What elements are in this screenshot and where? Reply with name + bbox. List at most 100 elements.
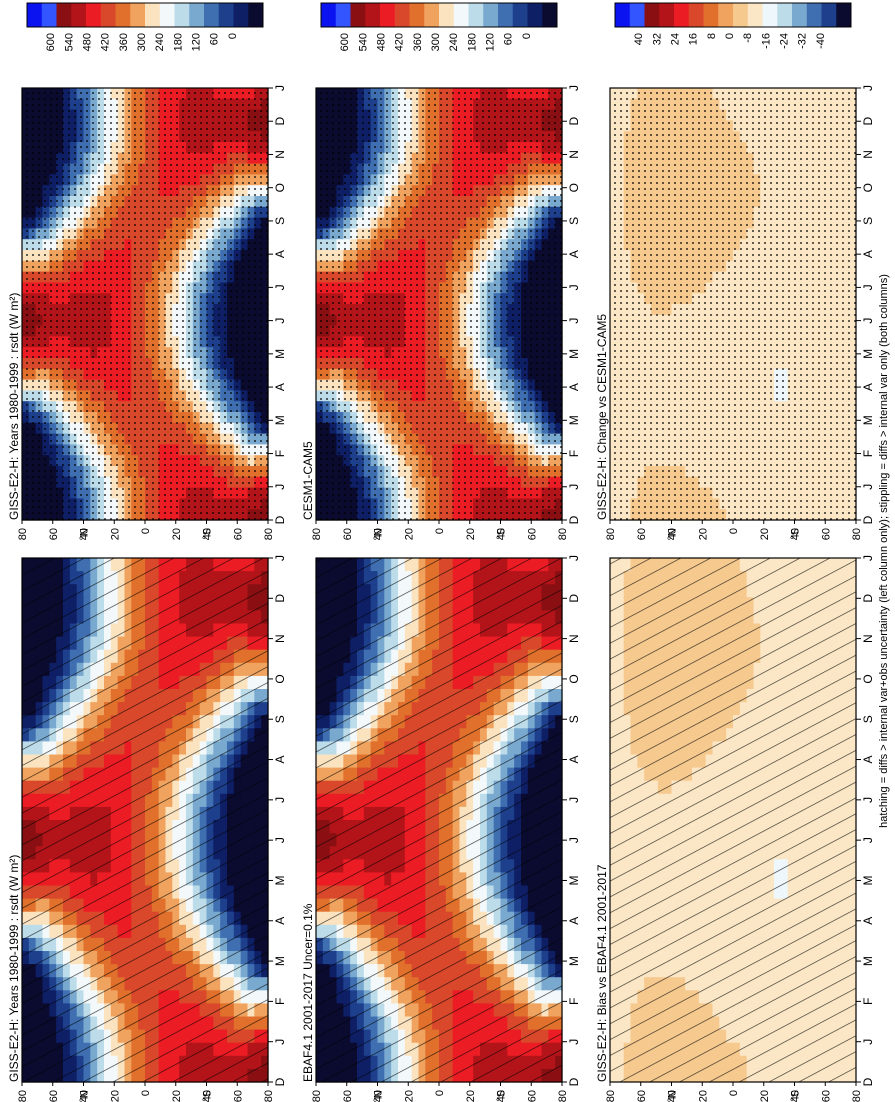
north-label: °N (373, 1090, 385, 1102)
x-tick-label: M (273, 875, 287, 885)
y-tick-label: 0 (140, 528, 152, 534)
colorbar-swatch (233, 3, 249, 27)
y-tick-label: 0 (434, 1090, 446, 1096)
x-tick-label: M (273, 956, 287, 966)
panel-title: EBAF4.1 2001-2017 Uncer=0.1% (301, 903, 315, 1082)
x-tick-label: S (273, 217, 287, 225)
colorbar-tick-label: 120 (190, 33, 202, 51)
y-tick-label: 80 (311, 1090, 323, 1102)
y-tick-label: 60 (48, 528, 60, 540)
colorbar-swatch (71, 3, 87, 27)
overlay-hatching (316, 558, 562, 1082)
x-tick-label: O (567, 674, 581, 683)
x-tick-label: J (567, 1039, 581, 1045)
x-tick-label: N (273, 150, 287, 159)
colorbar-tick-label: 420 (100, 33, 112, 51)
x-tick-label: A (567, 917, 581, 925)
x-tick-label: D (273, 594, 287, 603)
colorbar-swatch (41, 3, 57, 27)
colorbar-swatch (174, 3, 190, 27)
colorbar-swatch (218, 3, 234, 27)
x-tick-label: F (273, 450, 287, 457)
x-tick-label: A (273, 383, 287, 391)
x-tick-label: D (273, 117, 287, 126)
y-tick-label: 40 (373, 1090, 385, 1102)
colorbar-tick-label: 0 (227, 33, 239, 39)
x-tick-label: J (273, 837, 287, 843)
y-tick-label: 0 (140, 1090, 152, 1096)
y-tick-label: 80 (17, 1090, 29, 1102)
colorbar-swatch (189, 3, 205, 27)
x-tick-label: J (273, 1039, 287, 1045)
x-tick-label: M (273, 415, 287, 425)
x-tick-label: J (273, 797, 287, 803)
y-tick-label: 40 (496, 1090, 508, 1102)
colorbar-tick-label: 360 (118, 33, 130, 51)
colorbar-swatch (100, 3, 116, 27)
north-label: °N (79, 528, 91, 540)
x-tick-label: J (567, 797, 581, 803)
colorbar-tick-label: 60 (209, 33, 221, 45)
x-tick-label: F (273, 998, 287, 1005)
panel-1: D J F M A M J J A S O N D J 80 60 40 20 0 20 40 60 80 °N °S GISS-… (7, 469, 287, 1102)
y-tick-label: 20 (109, 1090, 121, 1102)
x-tick-label: O (273, 674, 287, 683)
x-tick-label: S (273, 715, 287, 723)
x-tick-label: J (273, 318, 287, 324)
colorbar-tick-label: 540 (63, 33, 75, 51)
x-tick-label: D (273, 1077, 287, 1086)
colorbar-tick-label: 240 (154, 33, 166, 51)
colorbar-tick-label: 480 (82, 33, 94, 51)
y-tick-label: 80 (263, 528, 275, 540)
colorbar-tick-label: 600 (45, 33, 57, 51)
y-tick-label: 40 (202, 1090, 214, 1102)
y-tick-label: 40 (202, 528, 214, 540)
y-tick-label: 40 (79, 528, 91, 540)
y-tick-label: 60 (48, 1090, 60, 1102)
colorbar-swatch (56, 3, 72, 27)
panel-title: GISS-E2-H: Years 1980-1999 : rsdt (W m²) (7, 855, 21, 1082)
colorbar-frame (26, 2, 264, 28)
y-tick-label: 80 (17, 528, 29, 540)
y-tick-label: 20 (465, 1090, 477, 1102)
overlay-stippling (22, 88, 268, 520)
x-tick-label: J (273, 484, 287, 490)
x-tick-label: N (273, 634, 287, 643)
colorbar-swatch (130, 3, 146, 27)
x-tick-label: A (273, 917, 287, 925)
colorbar-swatch (27, 3, 43, 27)
y-tick-label: 20 (403, 1090, 415, 1102)
x-tick-label: D (567, 594, 581, 603)
x-tick-label: J (273, 555, 287, 561)
x-tick-label: O (273, 183, 287, 192)
y-tick-label: 60 (232, 528, 244, 540)
x-tick-label: M (273, 349, 287, 359)
colorbar-swatch (248, 3, 264, 27)
colorbar-swatch (204, 3, 220, 27)
y-tick-label: 40 (79, 1090, 91, 1102)
x-tick-label: J (567, 837, 581, 843)
x-tick-label: J (273, 284, 287, 290)
overlay-hatching (22, 558, 268, 1082)
colorbar-swatch (145, 3, 161, 27)
colorbar-tick-label: 180 (172, 33, 184, 51)
colorbar-tick-label: 300 (136, 33, 148, 51)
y-tick-label: 20 (109, 528, 121, 540)
south-label: °S (202, 1090, 214, 1102)
x-tick-label: D (273, 515, 287, 524)
south-label: °S (202, 528, 214, 540)
y-tick-label: 60 (526, 1090, 538, 1102)
north-label: °N (79, 1090, 91, 1102)
x-tick-label: J (567, 555, 581, 561)
south-label: °S (496, 1090, 508, 1102)
x-tick-label: A (273, 756, 287, 764)
y-tick-label: 20 (171, 528, 183, 540)
x-tick-label: S (567, 715, 581, 723)
x-tick-label: J (273, 85, 287, 91)
colorbar-swatch (86, 3, 102, 27)
colorbar-swatch (115, 3, 131, 27)
